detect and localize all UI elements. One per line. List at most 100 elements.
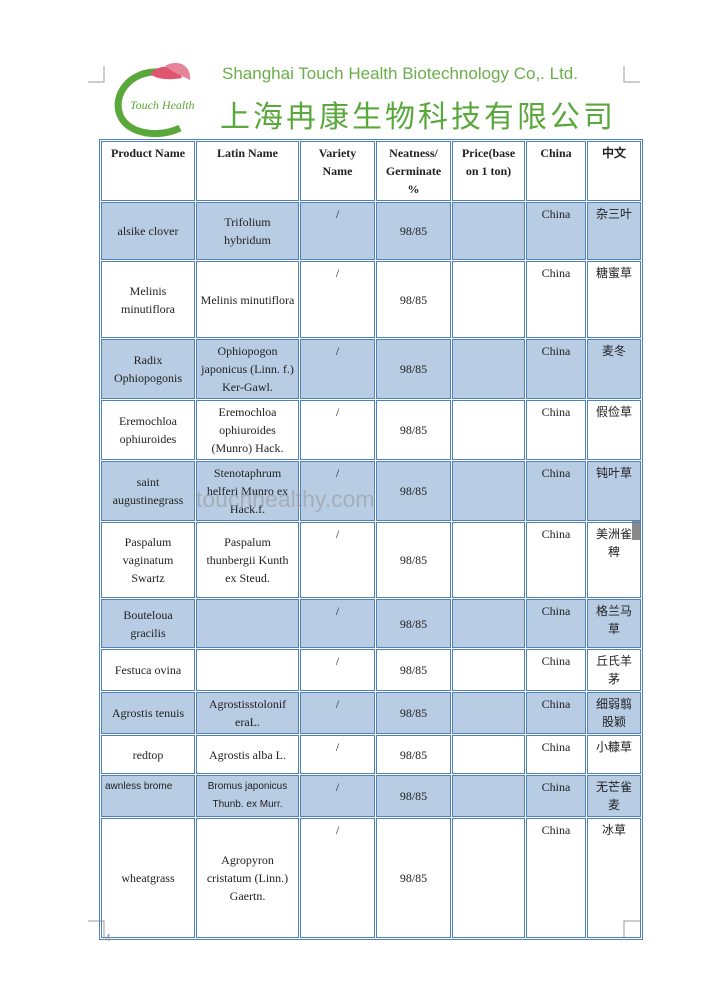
company-name-en: Shanghai Touch Health Biotechnology Co,.… [222, 64, 578, 83]
table-row: awnless brome Bromus japonicus Thunb. ex … [101, 775, 641, 817]
neatness-cell: 98/85 [376, 649, 451, 691]
chinese-cell: 细弱翦股颖 [587, 692, 641, 734]
product-cell: Paspalum vaginatum Swartz [101, 522, 195, 598]
origin-cell: China [526, 461, 586, 521]
chinese-cell: 无芒雀麦 [587, 775, 641, 817]
header-cell: Latin Name [196, 141, 299, 201]
origin-cell: China [526, 818, 586, 938]
table-row: Radix Ophiopogonis Ophiopogon japonicus (… [101, 339, 641, 399]
product-cell: Eremochloa ophiuroides [101, 400, 195, 460]
origin-cell: China [526, 735, 586, 774]
neatness-cell: 98/85 [376, 400, 451, 460]
chinese-cell: 钝叶草 [587, 461, 641, 521]
chinese-cell: 麦冬 [587, 339, 641, 399]
variety-cell: / [300, 202, 375, 260]
product-cell: saint augustinegrass [101, 461, 195, 521]
neatness-cell: 98/85 [376, 692, 451, 734]
neatness-cell: 98/85 [376, 818, 451, 938]
variety-cell: / [300, 735, 375, 774]
logo-leaf [165, 62, 191, 80]
product-cell: wheatgrass [101, 818, 195, 938]
origin-cell: China [526, 522, 586, 598]
logo-text: Touch Health [130, 98, 195, 112]
header-cell: Product Name [101, 141, 195, 201]
page-number: 4 [105, 933, 111, 944]
variety-cell: / [300, 261, 375, 338]
origin-cell: China [526, 400, 586, 460]
table-row: Festuca ovina /98/85 China 丘氏羊茅 [101, 649, 641, 691]
table-row: Bouteloua gracilis /98/85 China 格兰马草 [101, 599, 641, 648]
header-cell: 中文 [587, 141, 641, 201]
product-cell: alsike clover [101, 202, 195, 260]
chinese-cell: 小糠草 [587, 735, 641, 774]
latin-cell [196, 649, 299, 691]
neatness-cell: 98/85 [376, 522, 451, 598]
neatness-cell: 98/85 [376, 461, 451, 521]
neatness-cell: 98/85 [376, 775, 451, 817]
latin-cell: Trifolium hybridum [196, 202, 299, 260]
product-cell: awnless brome [101, 775, 195, 817]
chinese-cell: 糖蜜草 [587, 261, 641, 338]
origin-cell: China [526, 649, 586, 691]
table-row: redtop Agrostis alba L./98/85 China 小糠草 [101, 735, 641, 774]
price-cell [452, 400, 525, 460]
price-cell [452, 202, 525, 260]
neatness-cell: 98/85 [376, 202, 451, 260]
header-cell: Variety Name [300, 141, 375, 201]
chinese-cell: 冰草 [587, 818, 641, 938]
product-cell: Festuca ovina [101, 649, 195, 691]
table-row: Melinis minutiflora Melinis minutiflora/9… [101, 261, 641, 338]
price-cell [452, 775, 525, 817]
latin-cell: Stenotaphrum helferi Munro ex Hack.f. [196, 461, 299, 521]
latin-cell [196, 599, 299, 648]
neatness-cell: 98/85 [376, 735, 451, 774]
table-row: saint augustinegrass Stenotaphrum helferi… [101, 461, 641, 521]
latin-cell: Bromus japonicus Thunb. ex Murr. [196, 775, 299, 817]
latin-cell: Eremochloa ophiuroides (Munro) Hack. [196, 400, 299, 460]
header-cell: China [526, 141, 586, 201]
chinese-cell: 假俭草 [587, 400, 641, 460]
table-row: Agrostis tenuis Agrostisstolonif eraL./98… [101, 692, 641, 734]
price-cell [452, 339, 525, 399]
variety-cell: / [300, 599, 375, 648]
price-cell [452, 649, 525, 691]
origin-cell: China [526, 775, 586, 817]
product-cell: Melinis minutiflora [101, 261, 195, 338]
product-cell: Bouteloua gracilis [101, 599, 195, 648]
chinese-cell: 美洲雀稗 [587, 522, 641, 598]
price-cell [452, 818, 525, 938]
price-cell [452, 522, 525, 598]
price-cell [452, 261, 525, 338]
variety-cell: / [300, 461, 375, 521]
variety-cell: / [300, 818, 375, 938]
price-cell [452, 692, 525, 734]
neatness-cell: 98/85 [376, 599, 451, 648]
variety-cell: / [300, 692, 375, 734]
header-cell: Price(base on 1 ton) [452, 141, 525, 201]
watermark: touchhealthy.com [196, 486, 375, 512]
table-row: alsike clover Trifolium hybridum/98/85 Chi… [101, 202, 641, 260]
variety-cell: / [300, 522, 375, 598]
neatness-cell: 98/85 [376, 339, 451, 399]
latin-cell: Agrostisstolonif eraL. [196, 692, 299, 734]
origin-cell: China [526, 599, 586, 648]
product-cell: redtop [101, 735, 195, 774]
table-row: Paspalum vaginatum Swartz Paspalum thunbe… [101, 522, 641, 598]
origin-cell: China [526, 261, 586, 338]
chinese-cell: 格兰马草 [587, 599, 641, 648]
chinese-cell: 丘氏羊茅 [587, 649, 641, 691]
variety-cell: / [300, 339, 375, 399]
table-row: wheatgrass Agropyron cristatum (Linn.) Ga… [101, 818, 641, 938]
table-body: alsike clover Trifolium hybridum/98/85 Chi… [101, 202, 641, 938]
product-cell: Radix Ophiopogonis [101, 339, 195, 399]
latin-cell: Paspalum thunbergii Kunth ex Steud. [196, 522, 299, 598]
header-row: Product Name Latin Name Variety Name Neatne… [101, 141, 641, 201]
latin-cell: Agropyron cristatum (Linn.) Gaertn. [196, 818, 299, 938]
latin-cell: Agrostis alba L. [196, 735, 299, 774]
neatness-cell: 98/85 [376, 261, 451, 338]
price-cell [452, 735, 525, 774]
variety-cell: / [300, 400, 375, 460]
table-row: Eremochloa ophiuroides Eremochloa ophiuro… [101, 400, 641, 460]
origin-cell: China [526, 692, 586, 734]
